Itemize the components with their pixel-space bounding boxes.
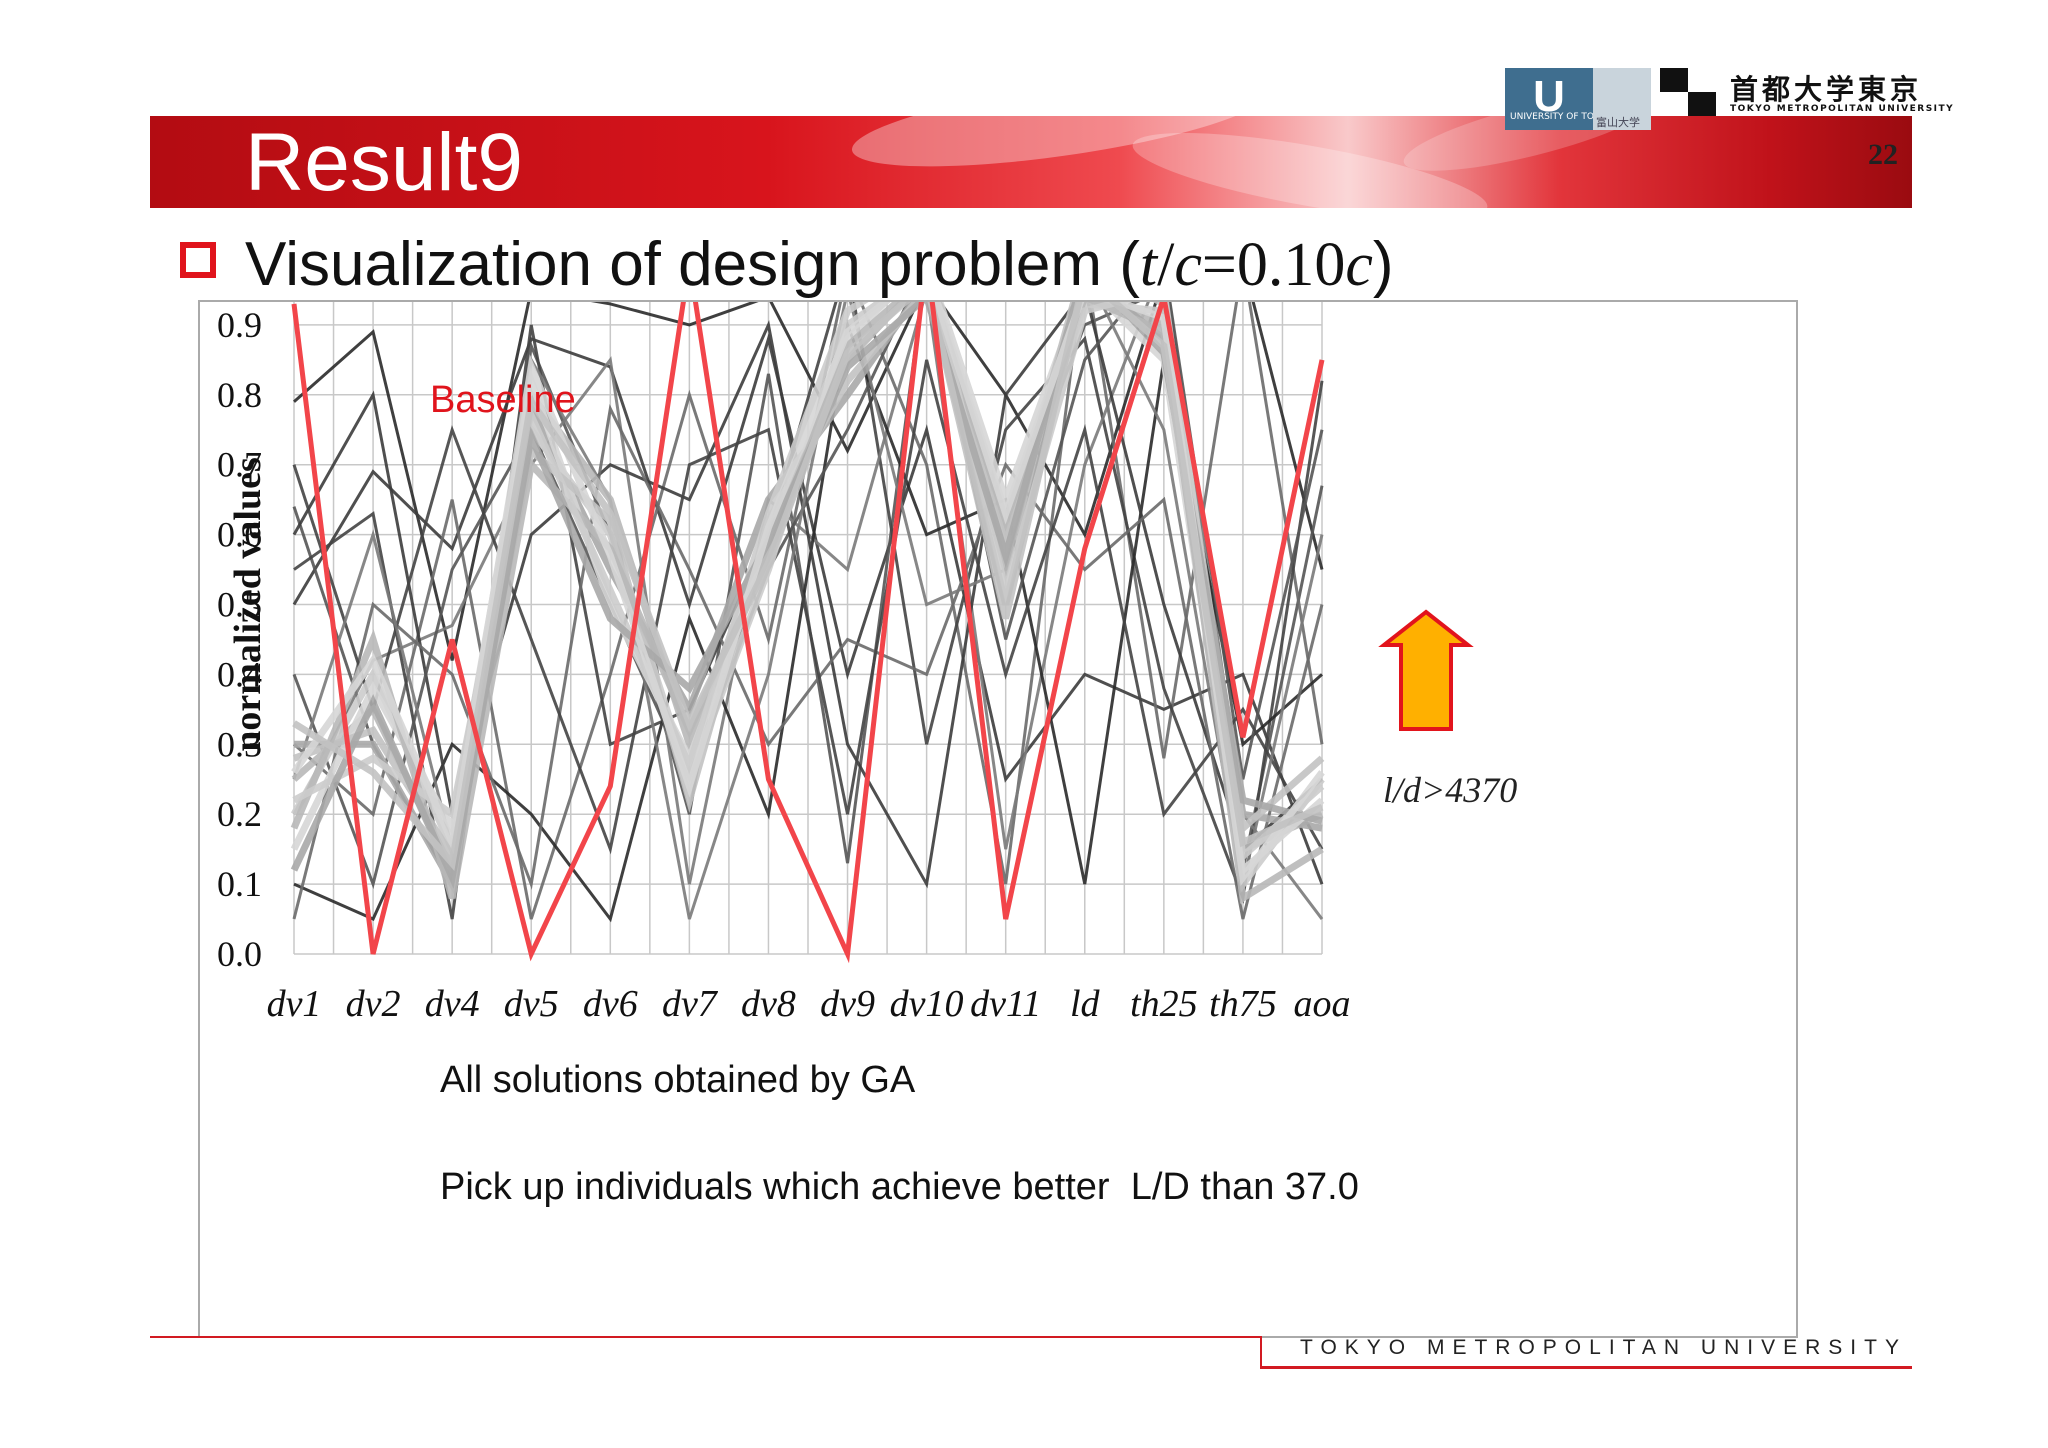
x-category-label: dv2	[346, 983, 401, 1025]
subtitle-math: t/c=0.10c	[1139, 231, 1373, 299]
chart-frame: 0.00.10.20.30.40.50.60.70.80.91.0dv1dv2d…	[198, 300, 1798, 1338]
x-category-label: dv9	[820, 983, 875, 1025]
x-category-label: dv1	[267, 983, 322, 1025]
y-tick-label: 0.2	[217, 794, 262, 834]
subtitle-close: )	[1372, 230, 1394, 299]
ga-solution-line	[292, 333, 1324, 885]
toyama-logo-jp-text: 富山大学	[1596, 116, 1640, 129]
math-t: t	[1139, 231, 1158, 299]
x-category-label: dv5	[504, 983, 559, 1025]
ga-solution-line	[292, 359, 1324, 855]
y-tick-label: 0.8	[217, 375, 262, 415]
tmu-logo-jp: 首都大学東京	[1730, 73, 1923, 106]
y-tick-label: 0.4	[217, 654, 262, 694]
x-category-label: dv4	[425, 983, 480, 1025]
tmu-logo-en: TOKYO METROPOLITAN UNIVERSITY	[1730, 104, 1955, 114]
footer-university-name: TOKYO METROPOLITAN UNIVERSITY	[1300, 1336, 1907, 1359]
pick-up-label-bg	[425, 1152, 1535, 1220]
math-c1: c	[1174, 231, 1202, 299]
toyama-logo-panel	[1593, 68, 1651, 130]
x-category-label: dv7	[662, 983, 719, 1025]
y-tick-label: 0.9	[217, 305, 262, 345]
axes: 0.00.10.20.30.40.50.60.70.80.91.0dv1dv2d…	[217, 305, 1351, 1025]
x-category-label: th75	[1209, 983, 1277, 1025]
baseline-series	[291, 302, 1325, 964]
slide-subtitle: Visualization of design problem (t/c=0.1…	[245, 232, 1394, 298]
ga-better-solution-line	[291, 302, 1325, 886]
footer-rule-left	[150, 1336, 1260, 1338]
math-rest: =0.10	[1201, 231, 1346, 299]
bullet-square-icon	[180, 242, 216, 278]
university-of-toyama-logo-text: UNIVERSITY OF TOYAMA	[1510, 112, 1619, 122]
university-of-toyama-logo: U	[1505, 68, 1593, 130]
annotations: All solutions obtained by GA Pick up ind…	[425, 379, 1535, 1220]
footer-rule-right	[1260, 1366, 1912, 1369]
all-solutions-label: All solutions obtained by GA	[440, 1059, 916, 1101]
x-category-label: dv8	[741, 983, 796, 1025]
math-c2: c	[1345, 231, 1373, 299]
y-tick-label: 0.1	[217, 864, 262, 904]
parallel-coordinates-chart: 0.00.10.20.30.40.50.60.70.80.91.0dv1dv2d…	[217, 302, 1535, 1220]
ga-solution-line	[292, 302, 1324, 890]
title-banner	[150, 116, 1912, 208]
y-tick-label: 0.0	[217, 934, 262, 974]
baseline-label: Baseline	[430, 379, 576, 421]
subtitle-text: Visualization of design problem (	[245, 230, 1140, 299]
x-category-label: dv11	[970, 983, 1041, 1025]
x-category-label: dv6	[583, 983, 638, 1025]
y-tick-label: 0.3	[217, 724, 262, 764]
ld-threshold-label: l/d>4370	[1383, 770, 1517, 810]
x-category-label: aoa	[1294, 983, 1351, 1025]
y-tick-label: 0.7	[217, 445, 262, 485]
x-category-label: dv10	[890, 983, 964, 1025]
all-solutions-label-bg	[425, 1044, 965, 1112]
ga-solution-line	[292, 403, 1324, 920]
y-axis-label: normalized values	[227, 457, 269, 751]
y-tick-label: 0.6	[217, 515, 262, 555]
footer-rule-step	[1260, 1336, 1262, 1368]
tmu-logo-mark	[1660, 68, 1716, 116]
y-tick-label: 0.5	[217, 585, 262, 625]
baseline-line	[291, 302, 1325, 964]
page-number: 22	[1868, 138, 1898, 171]
x-category-label: ld	[1070, 983, 1101, 1025]
up-arrow-icon	[1378, 609, 1474, 731]
x-category-label: th25	[1130, 983, 1198, 1025]
slide-title: Result9	[245, 117, 524, 208]
pick-up-label: Pick up individuals which achieve better…	[440, 1166, 1359, 1208]
